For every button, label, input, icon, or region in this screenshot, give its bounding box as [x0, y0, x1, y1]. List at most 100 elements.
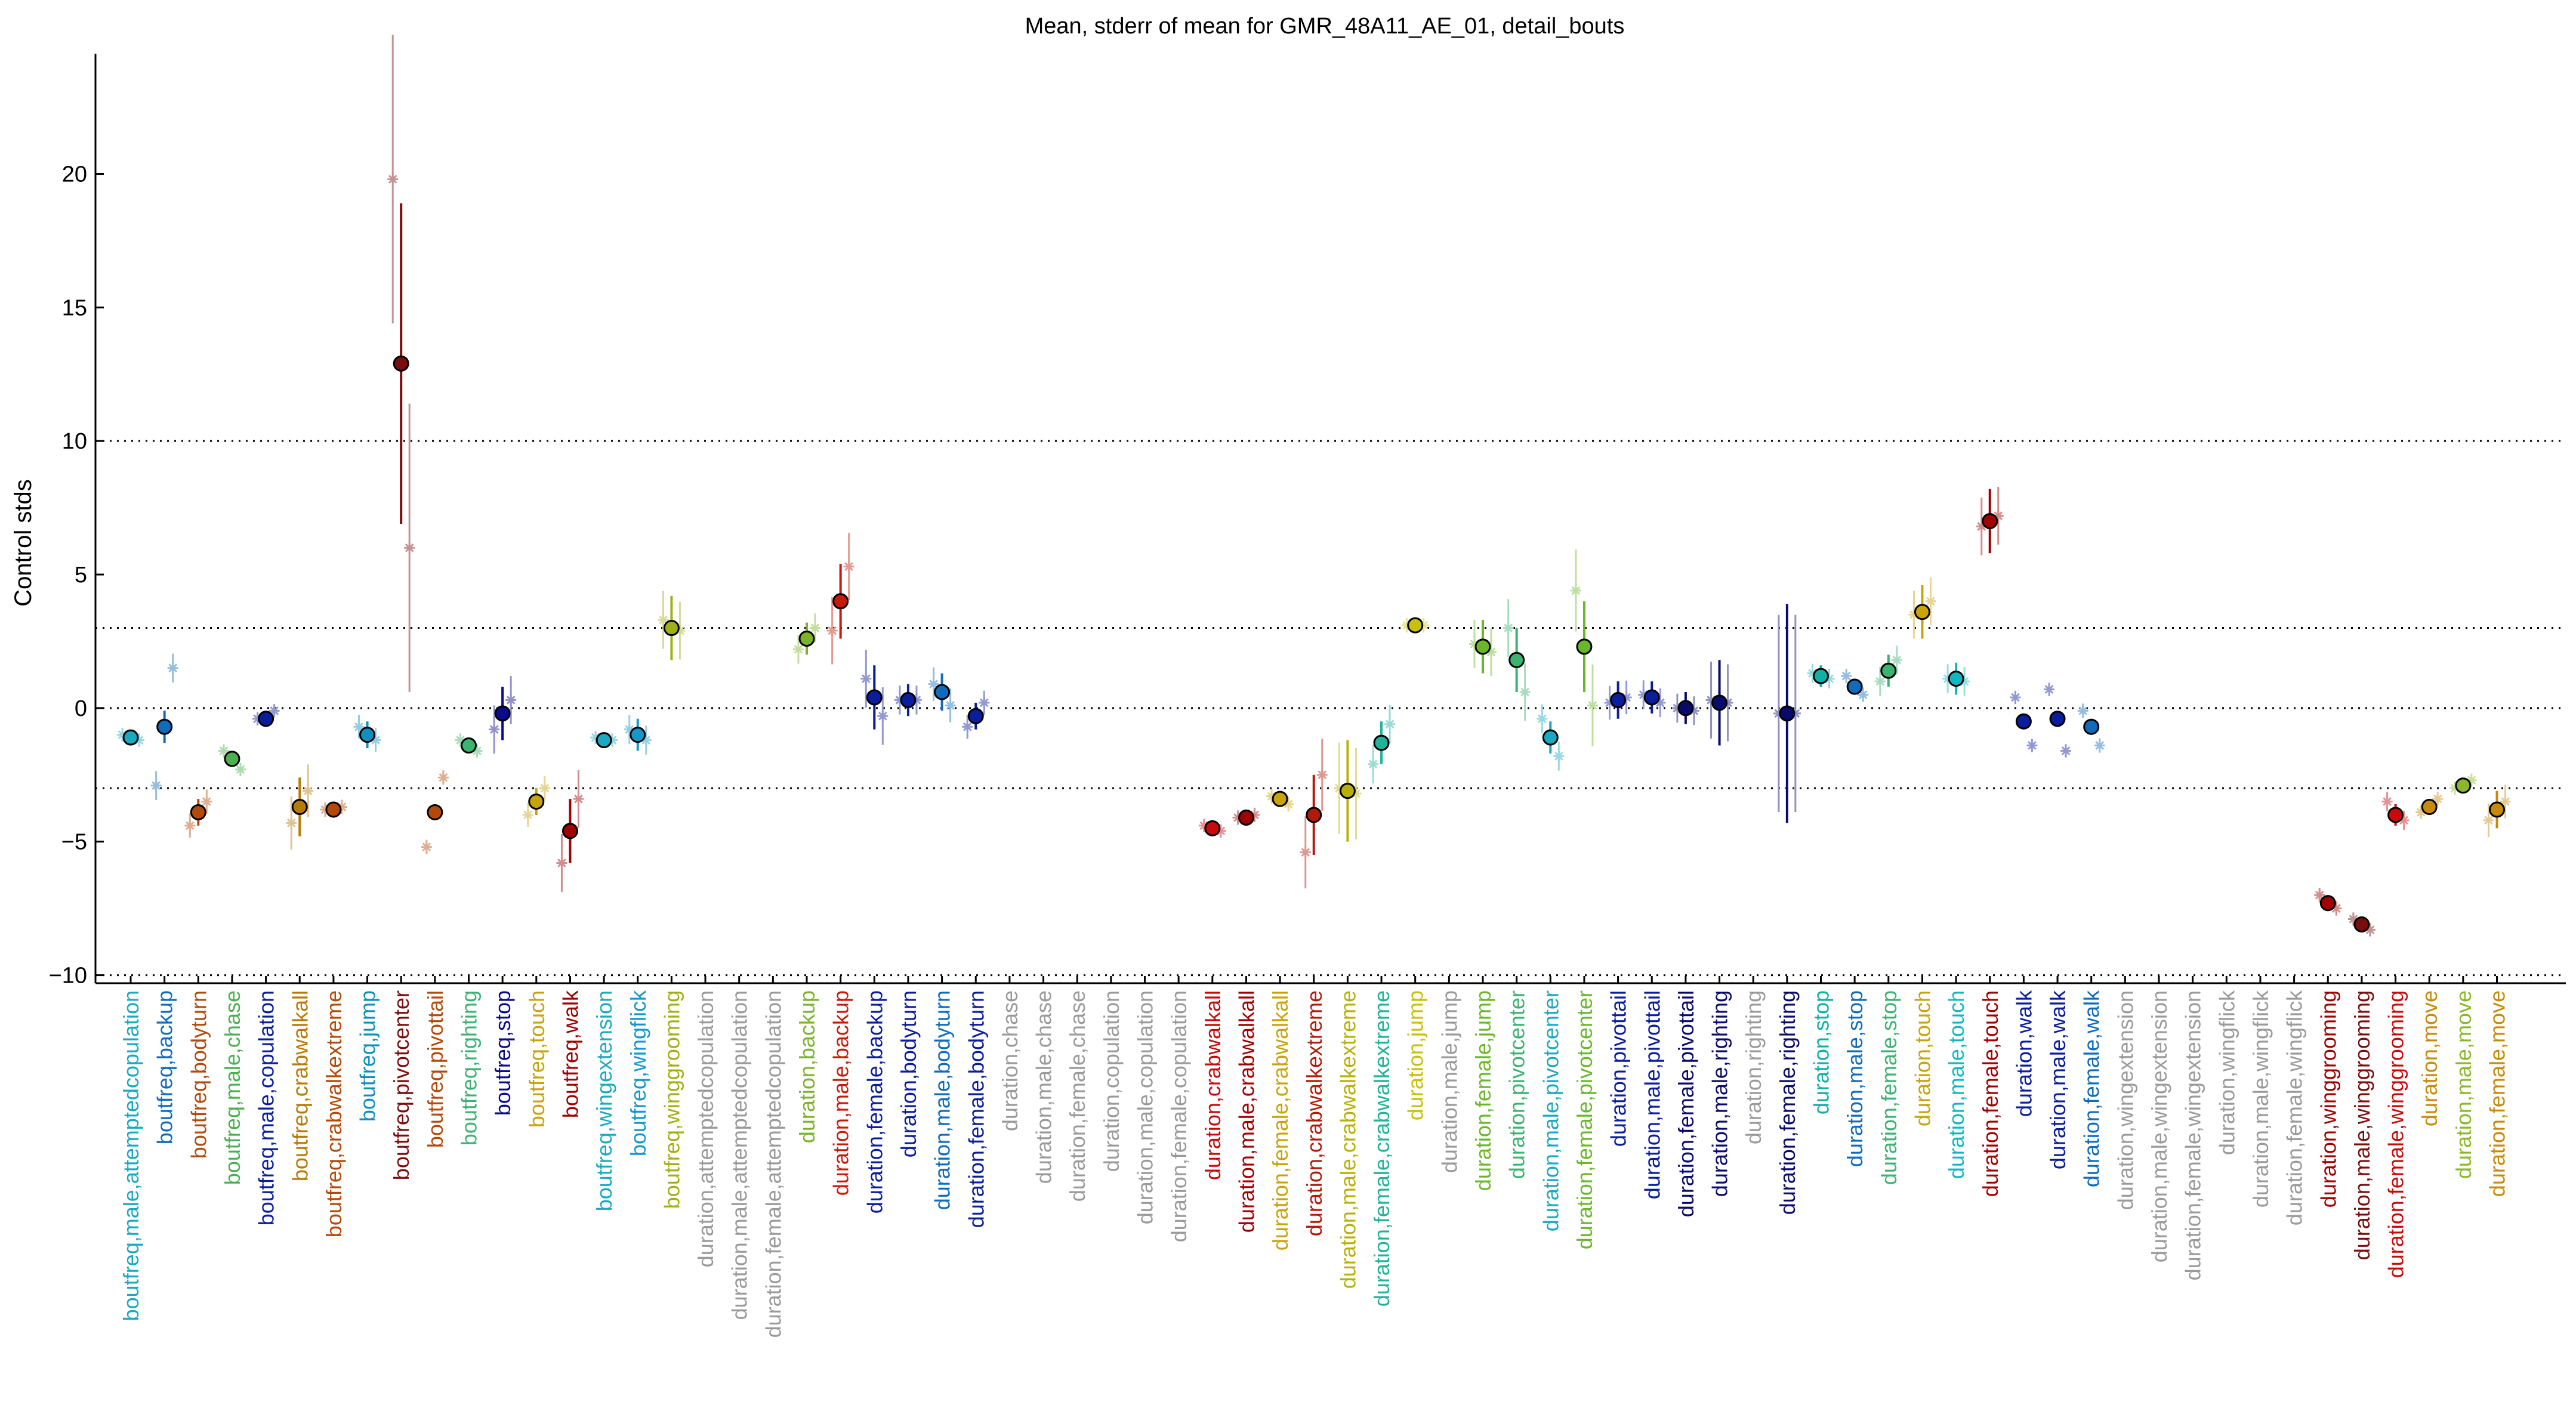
sub-point [1959, 676, 1970, 687]
mean-point [1813, 668, 1829, 684]
x-tick-label: duration,pivotcenter [1505, 990, 1529, 1179]
x-tick-label: duration,wingflick [2214, 990, 2239, 1155]
mean-point [2083, 718, 2100, 735]
mean-point [2049, 711, 2066, 727]
category-marks [2314, 888, 2342, 916]
x-ticks [129, 976, 2498, 983]
sub-point [962, 721, 973, 733]
sub-point [860, 673, 872, 684]
sub-point [421, 841, 432, 853]
x-tick-label: boutfreq,male,chase [220, 990, 245, 1185]
mean-point [1407, 617, 1424, 634]
mean-point [156, 718, 173, 735]
sub-point [573, 793, 584, 805]
sub-point [1350, 788, 1362, 799]
mean-point [1508, 651, 1525, 668]
category-marks [1503, 599, 1531, 721]
sub-point [353, 721, 365, 733]
x-tick-label: boutfreq,crabwalkextreme [322, 990, 346, 1237]
x-tick-label: boutfreq,backup [153, 990, 177, 1144]
x-tick-label: duration,walk [2012, 990, 2036, 1117]
sub-point [607, 734, 618, 746]
sub-point [1807, 668, 1818, 679]
sub-point [793, 644, 804, 655]
x-tick-label: duration,female,attemptedcopulation [761, 990, 785, 1338]
sub-point [539, 783, 550, 794]
category-marks [962, 690, 990, 739]
sub-point [1418, 620, 1429, 631]
sub-point [1942, 673, 1954, 684]
category-marks [1705, 660, 1733, 746]
category-marks [1198, 819, 1226, 838]
sub-point [1570, 585, 1581, 596]
y-tick-label: 10 [62, 429, 87, 454]
x-tick-label: boutfreq,pivotcenter [389, 990, 414, 1180]
x-tick-label: duration,male,chase [1032, 990, 1056, 1184]
mean-point [2455, 777, 2472, 794]
category-marks [1401, 617, 1429, 634]
sub-point [1824, 673, 1835, 684]
y-ticks: −10 −5 0 5 10 15 20 [49, 162, 104, 989]
x-tick-label: duration,male,crabwalkextreme [1335, 990, 1360, 1289]
mean-point [359, 727, 376, 743]
sub-point [1401, 620, 1412, 631]
x-tick-label: duration,winggrooming [2316, 990, 2340, 1208]
mean-point [1542, 729, 1559, 746]
mean-point [427, 804, 443, 820]
sub-point [1334, 783, 1345, 794]
sub-point [1790, 708, 1801, 719]
sub-point [455, 734, 466, 746]
category-marks [624, 715, 652, 755]
mean-point [900, 691, 917, 708]
x-tick-label: duration,female,walk [2080, 990, 2104, 1187]
x-tick-label: duration,female,crabwalkextreme [1369, 990, 1394, 1307]
sub-point [370, 734, 381, 746]
sub-point [1891, 654, 1902, 666]
mean-point [1339, 783, 1356, 799]
sub-point [1232, 812, 1244, 823]
x-tick-label: duration,male,crabwalkall [1234, 990, 1258, 1233]
x-tick-label: duration,female,move [2485, 990, 2510, 1197]
sub-point [184, 820, 196, 831]
sub-point [252, 713, 263, 724]
reference-lines [95, 440, 2566, 977]
sub-point [505, 694, 517, 706]
sub-point [1908, 609, 1920, 620]
sub-point [1198, 820, 1210, 831]
sub-point [1655, 697, 1666, 708]
sub-point [1537, 713, 1548, 724]
x-tick-label: duration,male,touch [1944, 990, 1969, 1179]
mean-point [2421, 799, 2438, 816]
x-tick-label: duration,male,stop [1843, 990, 1867, 1167]
sub-point [1638, 689, 1649, 700]
sub-point [1925, 595, 1936, 607]
mean-point [1474, 638, 1491, 655]
category-marks [2044, 683, 2072, 758]
x-tick-label: duration,male,wingflick [2248, 990, 2273, 1208]
sub-point [1316, 769, 1328, 780]
sub-point [1553, 751, 1565, 762]
x-tick-label: duration,female,backup [862, 990, 887, 1213]
sub-point [2449, 783, 2460, 794]
sub-point [489, 724, 500, 735]
x-tick-label: duration,copulation [1099, 990, 1124, 1172]
category-marks [826, 533, 854, 665]
sub-point [1688, 705, 1699, 717]
x-tick-label: boutfreq,crabwalkall [288, 990, 312, 1181]
y-tick-label: −10 [49, 964, 87, 989]
x-tick-label: duration,stop [1809, 990, 1834, 1114]
x-tick-label: duration,male,move [2451, 990, 2476, 1179]
sub-point [2077, 705, 2088, 717]
sub-point [590, 732, 601, 743]
mean-point [494, 705, 511, 722]
mean-point [1880, 662, 1897, 679]
sub-point [1503, 622, 1514, 634]
sub-point [556, 857, 567, 869]
category-marks [590, 730, 618, 749]
sub-point [1671, 702, 1683, 714]
x-tick-labels: boutfreq,male,attemptedcopulation boutfre… [119, 990, 2510, 1338]
sub-point [1384, 718, 1396, 730]
category-marks [319, 799, 347, 818]
category-marks [793, 613, 820, 664]
